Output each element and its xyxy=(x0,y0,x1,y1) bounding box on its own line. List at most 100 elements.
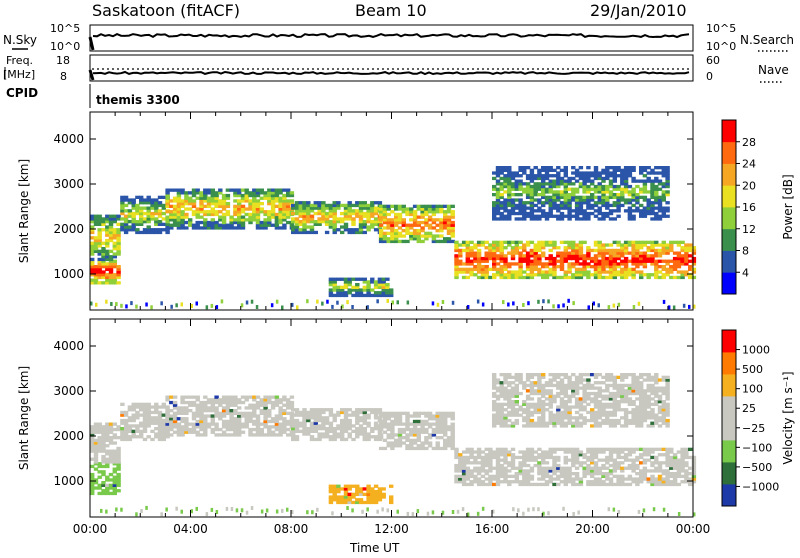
beam-title: Beam 10 xyxy=(355,1,427,20)
heatmap-cell xyxy=(256,396,260,399)
heatmap-cell xyxy=(374,280,378,283)
colorbar-segment xyxy=(722,120,736,142)
heatmap-cell xyxy=(432,423,436,426)
heatmap-cell xyxy=(150,405,154,408)
heatmap-cell xyxy=(572,301,575,305)
heatmap-cell xyxy=(492,467,496,470)
heatmap-cell xyxy=(620,416,624,419)
heatmap-cell xyxy=(173,189,177,192)
heatmap-cell xyxy=(586,270,590,273)
heatmap-cell xyxy=(245,412,249,415)
heatmap-cell xyxy=(688,448,692,451)
heatmap-cell xyxy=(658,243,662,246)
heatmap-cell xyxy=(348,432,352,435)
heatmap-cell xyxy=(624,467,628,470)
heatmap-cell xyxy=(526,207,530,210)
heatmap-cell xyxy=(500,166,504,169)
heatmap-cell xyxy=(314,212,318,215)
heatmap-cell xyxy=(526,201,530,204)
heatmap-cell xyxy=(113,476,117,479)
heatmap-cell xyxy=(206,305,209,309)
heatmap-cell xyxy=(162,217,166,220)
y-tick-label: 2000 xyxy=(53,222,84,236)
heatmap-cell xyxy=(650,273,654,276)
heatmap-cell xyxy=(526,389,530,392)
heatmap-cell xyxy=(624,408,628,411)
heatmap-cell xyxy=(522,254,526,257)
heatmap-cell xyxy=(586,480,590,483)
heatmap-cell xyxy=(492,483,496,486)
heatmap-cell xyxy=(116,228,120,231)
heatmap-cell xyxy=(325,416,329,419)
heatmap-cell xyxy=(492,241,496,244)
heatmap-cell xyxy=(549,196,553,199)
heatmap-cell xyxy=(340,408,344,411)
heatmap-cell xyxy=(527,301,530,305)
heatmap-cell xyxy=(398,428,402,431)
heatmap-cell xyxy=(359,487,363,490)
heatmap-cell xyxy=(222,194,226,197)
heatmap-cell xyxy=(336,201,340,204)
heatmap-cell xyxy=(601,395,605,398)
heatmap-cell xyxy=(598,477,602,480)
heatmap-cell xyxy=(260,202,264,205)
heatmap-cell xyxy=(233,189,237,192)
heatmap-cell xyxy=(348,414,352,417)
heatmap-cell xyxy=(359,201,363,204)
heatmap-cell xyxy=(376,299,379,303)
heatmap-cell xyxy=(370,487,374,490)
heatmap-cell xyxy=(394,229,398,232)
colorbar-segment xyxy=(722,229,736,251)
heatmap-cell xyxy=(158,201,162,204)
heatmap-cell xyxy=(481,456,485,459)
heatmap-cell xyxy=(158,196,162,199)
heatmap-cell xyxy=(586,262,590,265)
heatmap-cell xyxy=(196,431,200,434)
heatmap-cell xyxy=(336,286,340,289)
heatmap-cell xyxy=(635,207,639,210)
heatmap-cell xyxy=(500,177,504,180)
heatmap-cell xyxy=(466,276,470,279)
heatmap-cell xyxy=(601,177,605,180)
heatmap-cell xyxy=(128,435,132,438)
heatmap-cell xyxy=(635,448,639,451)
heatmap-cell xyxy=(511,448,515,451)
heatmap-cell xyxy=(669,265,673,268)
heatmap-cell xyxy=(169,205,173,208)
heatmap-cell xyxy=(432,205,436,208)
heatmap-cell xyxy=(692,456,696,459)
heatmap-cell xyxy=(500,212,504,215)
heatmap-cell xyxy=(398,240,402,243)
heatmap-cell xyxy=(631,188,635,191)
heatmap-cell xyxy=(571,448,575,451)
heatmap-cell xyxy=(564,448,568,451)
colorbar-segment xyxy=(722,251,736,273)
heatmap-cell xyxy=(113,228,117,231)
heatmap-cell xyxy=(271,417,275,420)
heatmap-cell xyxy=(680,246,684,249)
heatmap-cell xyxy=(515,193,519,196)
heatmap-cell xyxy=(541,174,545,177)
heatmap-cell xyxy=(173,396,177,399)
heatmap-cell xyxy=(145,303,148,307)
heatmap-cell xyxy=(511,453,515,456)
heatmap-cell xyxy=(549,241,553,244)
heatmap-cell xyxy=(613,304,616,308)
heatmap-cell xyxy=(624,209,628,212)
heatmap-cell xyxy=(601,448,605,451)
heatmap-cell xyxy=(624,483,628,486)
heatmap-cell xyxy=(552,373,556,376)
heatmap-cell xyxy=(633,305,636,309)
colorbar-segment xyxy=(722,164,736,186)
heatmap-cell xyxy=(613,448,617,451)
heatmap-cell xyxy=(432,301,435,305)
heatmap-cell xyxy=(537,461,541,464)
heatmap-cell xyxy=(109,215,113,218)
heatmap-cell xyxy=(469,461,473,464)
nsky-tick-low: 10^0 xyxy=(50,40,80,53)
heatmap-cell xyxy=(439,240,443,243)
heatmap-cell xyxy=(370,435,374,438)
heatmap-cell xyxy=(420,420,424,423)
heatmap-cell xyxy=(609,171,613,174)
heatmap-cell xyxy=(562,303,565,307)
